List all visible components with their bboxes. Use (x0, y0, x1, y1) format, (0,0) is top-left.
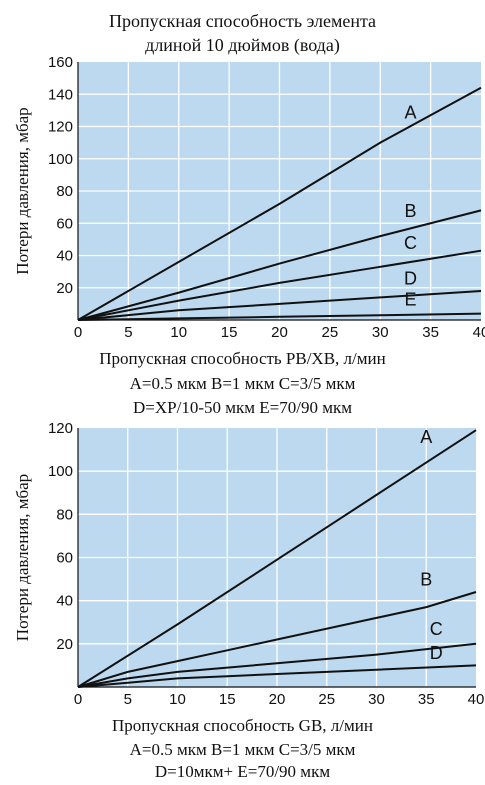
chart-2-x-tick-label: 15 (219, 691, 236, 708)
chart-1-plot: 0 5 10 15 20 25 30 35 40 20 40 60 80 100 120 140 160 Поте… (13, 54, 485, 341)
chart-1-x-tick-label: 30 (372, 324, 389, 341)
chart-2-series-b-label: B (420, 570, 432, 590)
chart-1-series-c-label: C (404, 233, 417, 253)
chart-1-series-c-line (77, 249, 482, 321)
chart-1-legend-line-2: D=XP/10-50 мкм E=70/90 мкм (133, 398, 352, 417)
chart-2-series-c-line (77, 642, 477, 688)
chart-1-ylabel: Потери давления, мбар (13, 107, 32, 274)
chart-1-y-tick-label: 160 (48, 54, 73, 71)
chart-2-xlabel: Пропускная способность GB, л/мин (112, 716, 373, 735)
chart-1-series-a-label: A (404, 102, 416, 122)
chart-2-x-tick-label: 10 (169, 691, 186, 708)
chart-2-x-tick-label: 20 (269, 691, 286, 708)
chart-2-ylabel: Потери давления, мбар (13, 474, 32, 641)
chart-2-series-a-label: A (420, 427, 432, 447)
chart-1-x-tick-label: 40 (473, 324, 485, 341)
chart-2-y-tick-label: 20 (56, 636, 73, 653)
chart-1-title-line-2: длиной 10 дюймов (вода) (145, 35, 340, 55)
chart-1-xlabel: Пропускная способность PB/XB, л/мин (99, 349, 386, 368)
chart-2-y-tick-label: 100 (48, 463, 73, 480)
chart-1-x-tick-label: 10 (170, 324, 187, 341)
chart-1-y-tick-label: 140 (48, 86, 73, 103)
chart-2-y-tick-label: 80 (56, 506, 73, 523)
chart-1-series-d-label: D (404, 269, 417, 289)
chart-1-series-b-label: B (404, 201, 416, 221)
chart-1-title-line-1: Пропускная способность элемента (108, 11, 377, 31)
chart-1-y-tick-label: 100 (48, 151, 73, 168)
chart-1-series-b-line (77, 209, 482, 321)
chart-2-series-c-label: C (430, 619, 443, 639)
chart-2-x-tick-label: 40 (468, 691, 485, 708)
chart-2-x-tick-label: 5 (124, 691, 132, 708)
chart-1-series-d-line (77, 290, 482, 321)
chart-2-series-b-line (77, 591, 477, 688)
chart-1-series-e-label: E (404, 289, 416, 309)
chart-1-x-tick-label: 25 (322, 324, 339, 341)
chart-1-y-tick-label: 80 (56, 183, 73, 200)
chart-1-x-tick-label: 20 (271, 324, 288, 341)
chart-1-y-tick-label: 40 (56, 248, 73, 265)
chart-2-y-tick-label: 40 (56, 593, 73, 610)
chart-1-series-e-line (77, 312, 482, 321)
chart-1-y-tick-label: 60 (56, 215, 73, 232)
chart-1-y-tick-label: 20 (56, 280, 73, 297)
chart-2-x-tick-label: 35 (418, 691, 435, 708)
chart-1-x-tick-label: 0 (74, 324, 82, 341)
chart-1-y-tick-label: 120 (48, 119, 73, 136)
chart-2-legend-line-2: D=10мкм+ E=70/90 мкм (154, 762, 331, 781)
chart-2-y-tick-label: 60 (56, 550, 73, 567)
chart-2-series-a-line (77, 429, 477, 688)
chart-2-x-tick-label: 0 (74, 691, 82, 708)
chart-2-legend-line-1: A=0.5 мкм B=1 мкм C=3/5 мкм (129, 740, 356, 759)
chart-1-x-tick-label: 35 (422, 324, 439, 341)
chart-2-series-d-label: D (430, 643, 443, 663)
chart-1-x-tick-label: 15 (221, 324, 238, 341)
chart-1-series-a-line (77, 86, 482, 321)
chart-1-x-tick-label: 5 (124, 324, 132, 341)
chart-2-x-tick-label: 25 (318, 691, 335, 708)
chart-1-legend-line-1: A=0.5 мкм B=1 мкм C=3/5 мкм (129, 374, 356, 393)
chart-2-y-tick-label: 120 (48, 420, 73, 437)
chart-2-series-d-line (77, 664, 477, 688)
chart-2-x-tick-label: 30 (368, 691, 385, 708)
